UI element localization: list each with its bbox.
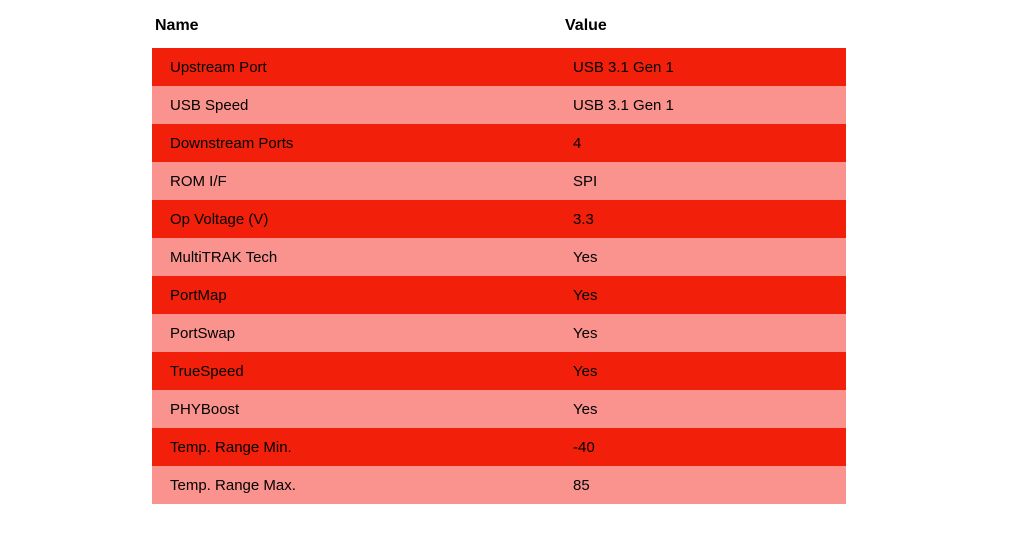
- row-name-cell: TrueSpeed: [170, 362, 244, 380]
- row-name-cell: PortMap: [170, 286, 227, 304]
- row-name-cell: Op Voltage (V): [170, 210, 269, 228]
- spec-table: Upstream Port USB 3.1 Gen 1 USB Speed USB 3…: [152, 48, 846, 504]
- row-value-cell: USB 3.1 Gen 1: [573, 58, 674, 76]
- row-name-cell: PortSwap: [170, 324, 236, 342]
- table-row: PHYBoost Yes: [152, 390, 846, 428]
- table-row: MultiTRAK Tech Yes: [152, 238, 846, 276]
- table-row: TrueSpeed Yes: [152, 352, 846, 390]
- row-value-cell: Yes: [573, 400, 598, 418]
- row-name-cell: PHYBoost: [170, 400, 240, 418]
- table-row: Downstream Ports 4: [152, 124, 846, 162]
- table-row: PortMap Yes: [152, 276, 846, 314]
- row-name-cell: ROM I/F: [170, 172, 227, 190]
- row-value-cell: -40: [573, 438, 595, 456]
- row-name-cell: MultiTRAK Tech: [170, 248, 278, 266]
- row-value-cell: SPI: [573, 172, 598, 190]
- row-value-cell: Yes: [573, 248, 598, 266]
- table-row: USB Speed USB 3.1 Gen 1: [152, 86, 846, 124]
- row-name-cell: Upstream Port: [170, 58, 267, 76]
- row-value-cell: 85: [573, 476, 590, 494]
- column-header-name: Name: [155, 17, 199, 34]
- table-row: ROM I/F SPI: [152, 162, 846, 200]
- table-row: Upstream Port USB 3.1 Gen 1: [152, 48, 846, 86]
- row-name-cell: Temp. Range Min.: [170, 438, 292, 456]
- table-row: Temp. Range Max. 85: [152, 466, 846, 504]
- row-name-cell: Downstream Ports: [170, 134, 294, 152]
- table-row: PortSwap Yes: [152, 314, 846, 352]
- row-name-cell: Temp. Range Max.: [170, 476, 296, 494]
- column-header-value: Value: [565, 17, 607, 34]
- row-value-cell: Yes: [573, 324, 598, 342]
- row-value-cell: 3.3: [573, 210, 594, 228]
- table-row: Temp. Range Min. -40: [152, 428, 846, 466]
- row-value-cell: USB 3.1 Gen 1: [573, 96, 674, 114]
- table-row: Op Voltage (V) 3.3: [152, 200, 846, 238]
- row-value-cell: Yes: [573, 362, 598, 380]
- row-name-cell: USB Speed: [170, 96, 249, 114]
- row-value-cell: 4: [573, 134, 582, 152]
- row-value-cell: Yes: [573, 286, 598, 304]
